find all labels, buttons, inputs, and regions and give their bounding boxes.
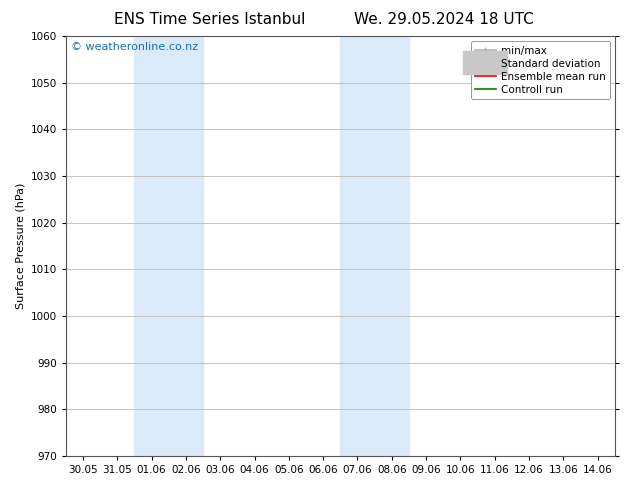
Text: We. 29.05.2024 18 UTC: We. 29.05.2024 18 UTC <box>354 12 534 27</box>
Legend: min/max, Standard deviation, Ensemble mean run, Controll run: min/max, Standard deviation, Ensemble me… <box>470 41 610 99</box>
Text: ENS Time Series Istanbul: ENS Time Series Istanbul <box>113 12 305 27</box>
Bar <box>134 36 203 456</box>
Y-axis label: Surface Pressure (hPa): Surface Pressure (hPa) <box>15 183 25 309</box>
Text: © weatheronline.co.nz: © weatheronline.co.nz <box>71 43 198 52</box>
Bar <box>340 36 409 456</box>
